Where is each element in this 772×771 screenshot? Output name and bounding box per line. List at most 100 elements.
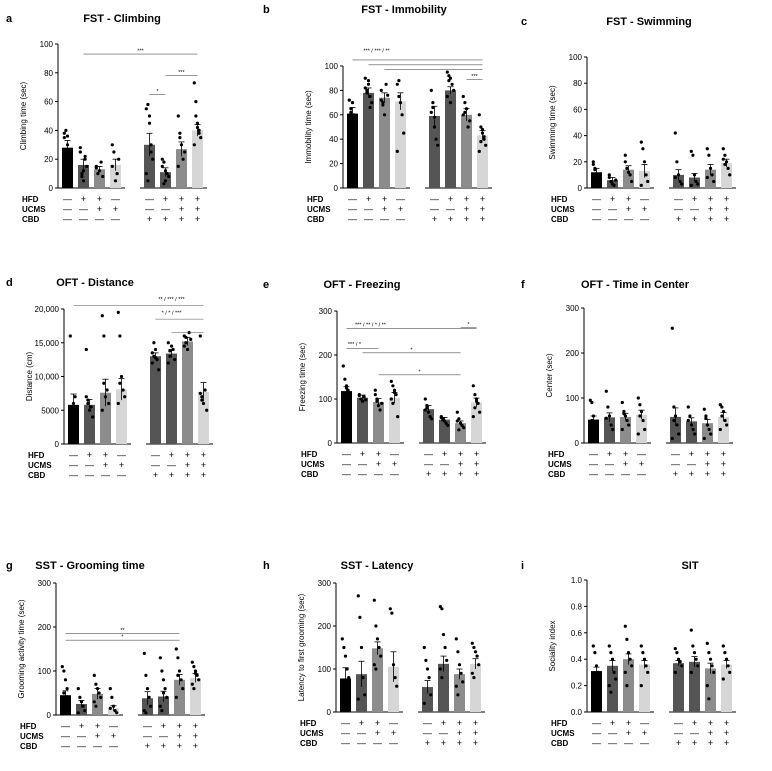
data-point	[705, 175, 709, 180]
group-sign: —	[117, 470, 126, 480]
data-point	[68, 334, 72, 338]
group-sign: —	[671, 449, 680, 459]
data-point	[374, 667, 378, 671]
panel-a: a FST - Climbing 0 20 40 60 80 100 Climbing time…	[6, 13, 207, 224]
group-sign: +	[103, 450, 108, 460]
group-row-label: UCMS	[551, 205, 575, 214]
data-point	[591, 644, 595, 648]
data-point	[709, 432, 713, 436]
panel-title: FST - Immobility	[361, 4, 447, 16]
data-point	[610, 657, 615, 661]
data-point	[643, 427, 647, 432]
group-sign: —	[592, 214, 601, 224]
data-point	[102, 381, 106, 385]
data-point	[163, 169, 168, 173]
group-row-label: UCMS	[28, 461, 52, 470]
group-sign: +	[458, 449, 463, 459]
bar	[110, 164, 121, 188]
data-point	[468, 119, 472, 123]
group-sign: +	[724, 738, 729, 748]
data-point	[639, 183, 643, 187]
data-point	[363, 86, 367, 90]
panel-title: SST - Latency	[341, 560, 415, 572]
data-point	[92, 673, 96, 677]
data-point	[161, 678, 166, 682]
y-tick-label: 80	[329, 86, 338, 95]
data-point	[626, 651, 631, 655]
y-tick-label: 0.4	[571, 655, 583, 664]
data-point	[381, 101, 385, 105]
data-point	[192, 687, 196, 691]
data-point	[111, 704, 116, 708]
bar	[439, 419, 450, 443]
data-point	[200, 398, 204, 402]
group-sign: +	[692, 738, 697, 748]
group-row-label: HFD	[28, 451, 45, 460]
group-row-label: HFD	[20, 722, 37, 731]
group-sign: —	[357, 738, 366, 748]
data-point	[195, 673, 199, 677]
y-tick-label: 80	[44, 69, 53, 78]
data-point	[461, 113, 465, 117]
data-point	[101, 174, 105, 179]
group-sign: —	[341, 718, 350, 728]
data-point	[423, 397, 427, 401]
data-point	[590, 400, 594, 405]
y-tick-label: 20	[44, 155, 53, 164]
data-point	[107, 401, 111, 406]
group-sign: +	[366, 194, 371, 204]
data-point	[463, 101, 467, 105]
bar	[347, 113, 358, 188]
group-row-label: UCMS	[551, 729, 575, 738]
data-point	[110, 695, 114, 699]
data-point	[673, 175, 677, 180]
y-tick-label: 200	[566, 349, 580, 358]
bar	[689, 661, 700, 712]
data-point	[428, 415, 432, 419]
data-point	[203, 388, 207, 392]
group-sign: +	[375, 728, 380, 738]
data-point	[181, 687, 185, 691]
group-sign: —	[446, 204, 455, 214]
bar	[116, 389, 127, 444]
data-point	[454, 637, 458, 641]
bar	[689, 177, 700, 188]
group-sign: —	[389, 718, 398, 728]
bar	[588, 419, 599, 443]
bar	[192, 130, 203, 188]
y-tick-label: 40	[573, 132, 582, 141]
group-sign: —	[608, 204, 617, 214]
data-point	[182, 344, 186, 348]
data-point	[178, 131, 182, 135]
data-point	[190, 682, 194, 686]
y-tick-label: 0	[49, 184, 54, 193]
y-axis-label: Freezing time (sec)	[298, 342, 307, 411]
data-point	[710, 664, 714, 668]
data-point	[177, 669, 182, 673]
group-sign: +	[676, 214, 681, 224]
data-point	[99, 160, 103, 164]
data-point	[728, 670, 732, 674]
data-point	[438, 667, 442, 671]
data-point	[678, 660, 682, 664]
data-point	[677, 432, 681, 436]
group-sign: +	[724, 728, 729, 738]
group-sign: +	[474, 449, 479, 459]
data-point	[400, 113, 404, 117]
group-sign: +	[169, 470, 174, 480]
data-point	[116, 310, 120, 314]
group-sign: +	[185, 470, 190, 480]
group-sign: —	[77, 731, 86, 741]
data-point	[79, 700, 84, 704]
data-point	[97, 691, 101, 695]
data-point	[151, 157, 155, 161]
data-point	[71, 401, 76, 406]
data-point	[160, 709, 164, 713]
data-point	[638, 414, 642, 418]
data-point	[723, 651, 727, 655]
data-point	[81, 169, 86, 173]
data-point	[96, 172, 100, 176]
data-point	[593, 651, 597, 655]
group-sign: —	[396, 194, 405, 204]
data-point	[462, 426, 466, 430]
